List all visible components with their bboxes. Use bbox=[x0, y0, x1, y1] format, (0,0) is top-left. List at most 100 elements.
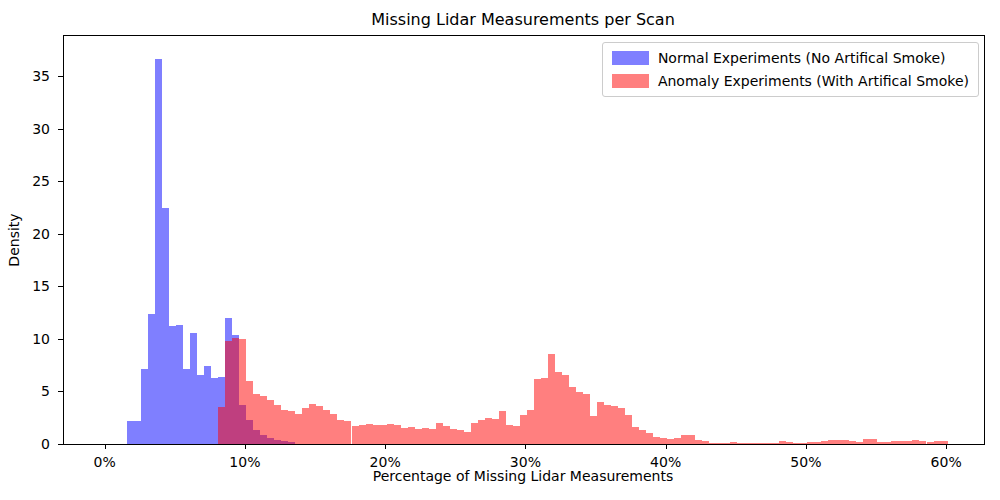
x-axis-label: Percentage of Missing Lidar Measurements bbox=[63, 468, 983, 484]
histogram-bar-anomaly bbox=[758, 443, 765, 444]
histogram-bar-anomaly bbox=[856, 442, 863, 444]
histogram-bar-anomaly bbox=[373, 425, 380, 444]
histogram-bar-anomaly bbox=[492, 419, 499, 444]
histogram-bar-anomaly bbox=[632, 427, 639, 444]
histogram-bar-anomaly bbox=[330, 414, 337, 444]
histogram-bar-anomaly bbox=[309, 404, 316, 444]
histogram-bar-anomaly bbox=[772, 443, 779, 444]
histogram-bar-anomaly bbox=[352, 426, 359, 444]
histogram-bar-anomaly bbox=[625, 415, 632, 444]
histogram-bar-anomaly bbox=[688, 435, 695, 444]
histogram-bar-anomaly bbox=[779, 441, 786, 444]
x-tick-mark bbox=[806, 444, 807, 449]
histogram-bar-anomaly bbox=[786, 442, 793, 444]
histogram-bar-normal bbox=[148, 314, 155, 444]
y-tick-label: 5 bbox=[41, 383, 50, 399]
histogram-bar-anomaly bbox=[590, 416, 597, 444]
y-axis-label: Density bbox=[6, 140, 22, 340]
histogram-bar-anomaly bbox=[232, 338, 239, 444]
histogram-bar-anomaly bbox=[807, 442, 814, 444]
histogram-bar-anomaly bbox=[604, 405, 611, 444]
histogram-bar-anomaly bbox=[751, 443, 758, 444]
histogram-bar-anomaly bbox=[681, 435, 688, 444]
histogram-bar-anomaly bbox=[709, 443, 716, 444]
histogram-bar-normal bbox=[183, 369, 190, 444]
histogram-bar-anomaly bbox=[246, 381, 253, 444]
histogram-bar-anomaly bbox=[646, 433, 653, 444]
histogram-bar-anomaly bbox=[842, 440, 849, 444]
histogram-bar-anomaly bbox=[239, 339, 246, 444]
histogram-bar-anomaly bbox=[618, 408, 625, 444]
y-tick-mark bbox=[58, 339, 63, 340]
histogram-bar-anomaly bbox=[450, 429, 457, 444]
histogram-bar-normal bbox=[176, 325, 183, 444]
histogram-bar-anomaly bbox=[323, 410, 330, 444]
histogram-bar-anomaly bbox=[281, 410, 288, 444]
histogram-bar-anomaly bbox=[541, 378, 548, 444]
histogram-bar-anomaly bbox=[639, 430, 646, 444]
legend-item: Normal Experiments (No Artifical Smoke) bbox=[612, 50, 969, 66]
histogram-bar-anomaly bbox=[562, 375, 569, 444]
histogram-bar-anomaly bbox=[534, 379, 541, 444]
y-tick-label: 15 bbox=[32, 278, 50, 294]
histogram-bar-anomaly bbox=[765, 443, 772, 444]
histogram-bar-anomaly bbox=[380, 425, 387, 444]
y-tick-mark bbox=[58, 391, 63, 392]
histogram-bar-anomaly bbox=[401, 428, 408, 444]
histogram-bar-anomaly bbox=[436, 423, 443, 444]
histogram-bar-anomaly bbox=[366, 424, 373, 444]
histogram-bar-anomaly bbox=[730, 442, 737, 444]
x-tick-mark bbox=[385, 444, 386, 449]
histogram-bar-anomaly bbox=[457, 430, 464, 444]
histogram-bar-anomaly bbox=[653, 437, 660, 444]
histogram-bar-anomaly bbox=[394, 425, 401, 444]
y-tick-label: 30 bbox=[32, 121, 50, 137]
histogram-bar-anomaly bbox=[877, 442, 884, 444]
histogram-bar-anomaly bbox=[429, 429, 436, 444]
histogram-bar-anomaly bbox=[478, 420, 485, 444]
histogram-bar-anomaly bbox=[737, 443, 744, 444]
chart-title: Missing Lidar Measurements per Scan bbox=[63, 10, 983, 29]
legend-item-label: Anomaly Experiments (With Artifical Smok… bbox=[658, 73, 969, 89]
y-tick-label: 20 bbox=[32, 226, 50, 242]
legend-item: Anomaly Experiments (With Artifical Smok… bbox=[612, 73, 969, 89]
histogram-bar-anomaly bbox=[253, 394, 260, 444]
histogram-bar-anomaly bbox=[485, 418, 492, 444]
histogram-bar-normal bbox=[197, 375, 204, 444]
y-tick-mark bbox=[58, 129, 63, 130]
normal-swatch-icon bbox=[612, 51, 649, 65]
histogram-bar-anomaly bbox=[527, 410, 534, 444]
histogram-bar-anomaly bbox=[569, 387, 576, 444]
histogram-bar-anomaly bbox=[927, 442, 934, 444]
histogram-bar-anomaly bbox=[814, 442, 821, 444]
histogram-bar-anomaly bbox=[905, 441, 912, 444]
histogram-bar-anomaly bbox=[471, 423, 478, 444]
histogram-bar-anomaly bbox=[499, 411, 506, 444]
x-tick-mark bbox=[525, 444, 526, 449]
x-tick-mark bbox=[105, 444, 106, 449]
histogram-bar-anomaly bbox=[316, 406, 323, 444]
histogram-bar-anomaly bbox=[870, 439, 877, 444]
histogram-bar-anomaly bbox=[422, 428, 429, 444]
histogram-bar-anomaly bbox=[667, 439, 674, 444]
y-tick-mark bbox=[58, 76, 63, 77]
y-tick-mark bbox=[58, 234, 63, 235]
histogram-bar-anomaly bbox=[337, 420, 344, 444]
histogram-bar-anomaly bbox=[464, 432, 471, 444]
histogram-bar-normal bbox=[134, 421, 141, 444]
histogram-bar-anomaly bbox=[344, 421, 351, 444]
histogram-bar-anomaly bbox=[260, 396, 267, 444]
histogram-bar-anomaly bbox=[828, 440, 835, 444]
histogram-bar-anomaly bbox=[919, 441, 926, 444]
histogram-bar-anomaly bbox=[288, 411, 295, 444]
anomaly-swatch-icon bbox=[612, 74, 649, 88]
x-tick-mark bbox=[666, 444, 667, 449]
histogram-bar-anomaly bbox=[513, 426, 520, 444]
histogram-bar-anomaly bbox=[267, 400, 274, 444]
histogram-bar-anomaly bbox=[443, 426, 450, 444]
y-tick-mark bbox=[58, 286, 63, 287]
histogram-bar-normal bbox=[211, 378, 218, 444]
histogram-bar-anomaly bbox=[723, 443, 730, 444]
histogram-bar-normal bbox=[204, 366, 211, 444]
histogram-bar-anomaly bbox=[576, 392, 583, 444]
